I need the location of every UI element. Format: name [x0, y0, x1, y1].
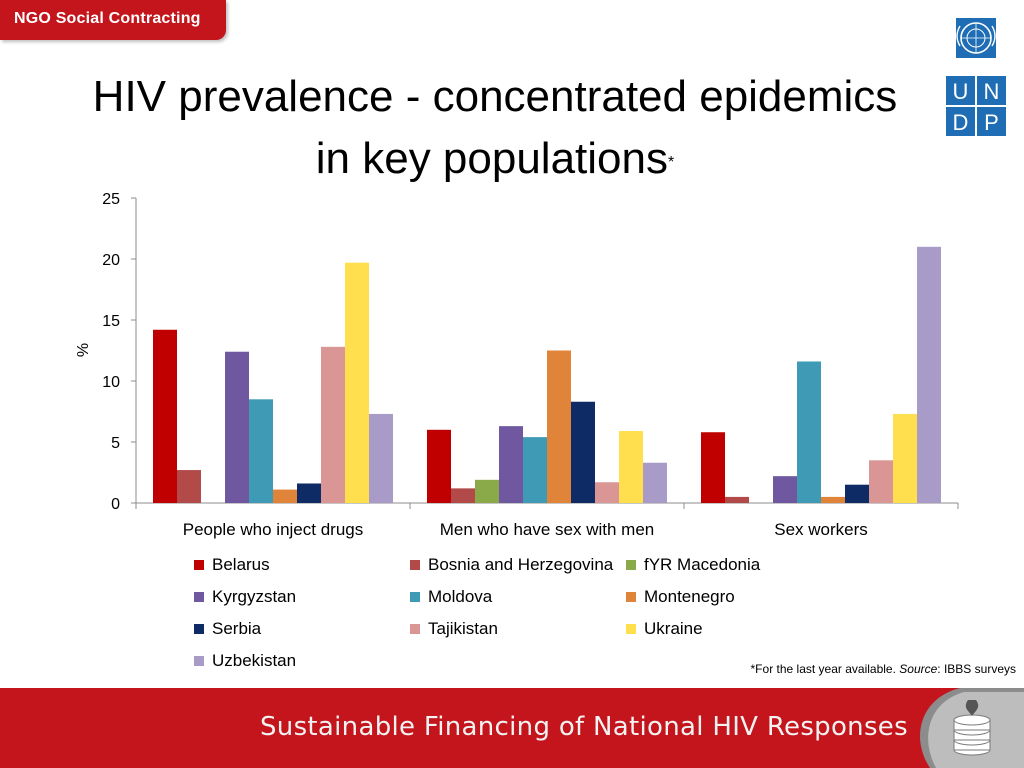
legend-label: Kyrgyzstan [212, 587, 297, 606]
bar-belarus-2 [427, 429, 451, 503]
bar-montenegro-2 [547, 350, 571, 503]
footnote-suffix: : IBBS surveys [937, 662, 1016, 676]
legend-swatch [194, 656, 204, 666]
bar-bosnia-and-herzegovina-1 [177, 470, 201, 503]
legend-item-uzbekistan: Uzbekistan [194, 648, 296, 674]
legend-item-bosnia-and-herzegovina: Bosnia and Herzegovina [410, 552, 613, 578]
slide-title-line-1: HIV prevalence - concentrated epidemics [92, 72, 898, 121]
legend-item-montenegro: Montenegro [626, 584, 735, 610]
footnote-source-label: Source [899, 662, 938, 676]
bar-uzbekistan-3 [917, 246, 941, 504]
logo-letter-d: D [953, 110, 969, 135]
bar-uzbekistan-1 [369, 413, 393, 503]
slide-title-line-2-text: in key populations [315, 134, 668, 183]
bar-tajikistan-2 [595, 482, 619, 503]
legend-swatch [626, 560, 636, 570]
legend-item-kyrgyzstan: Kyrgyzstan [194, 584, 296, 610]
bar-kyrgyzstan-2 [499, 426, 523, 503]
legend-swatch [194, 560, 204, 570]
un-emblem-icon [956, 18, 996, 58]
legend-label: Ukraine [644, 619, 703, 638]
legend-label: fYR Macedonia [644, 555, 761, 574]
header-tab-label: NGO Social Contracting [14, 10, 201, 27]
bar-uzbekistan-2 [643, 462, 667, 503]
chart-legend: Belarus Bosnia and Herzegovina fYR Macedon… [194, 552, 794, 682]
y-tick-label: 5 [111, 435, 120, 452]
bar-chart: 0 5 10 15 20 25% People who inject drugs Men wh… [75, 191, 959, 539]
bar-bosnia-and-herzegovina-3 [725, 496, 749, 503]
footer-text: Sustainable Financing of National HIV Re… [260, 712, 908, 742]
legend-swatch [410, 560, 420, 570]
slide-title: HIV prevalence - concentrated epidemics … [40, 66, 950, 190]
bar-serbia-1 [297, 483, 321, 503]
x-category-label: Men who have sex with men [440, 520, 655, 539]
bar-serbia-3 [845, 484, 869, 503]
y-tick-label: 10 [102, 374, 120, 391]
legend-swatch [626, 592, 636, 602]
legend-swatch [194, 624, 204, 634]
stacked-coins-ribbon-icon [920, 688, 1024, 768]
footer-bar: Sustainable Financing of National HIV Re… [0, 688, 1024, 768]
bar-ukraine-3 [893, 413, 917, 503]
legend-label: Serbia [212, 619, 262, 638]
undp-logo: U N D P [946, 18, 1006, 136]
legend-item-tajikistan: Tajikistan [410, 616, 498, 642]
bar-serbia-2 [571, 401, 595, 503]
chart-labels: 0 5 10 15 20 25% People who inject drugs Men wh… [75, 191, 868, 539]
bar-moldova-3 [797, 361, 821, 503]
legend-swatch [410, 592, 420, 602]
x-category-label: People who inject drugs [183, 520, 364, 539]
legend-item-moldova: Moldova [410, 584, 492, 610]
bar-fyr-macedonia-2 [475, 479, 499, 503]
source-footnote: *For the last year available. Source: IB… [734, 662, 1016, 676]
bar-montenegro-3 [821, 496, 845, 503]
y-tick-label: 25 [102, 191, 120, 208]
footnote-prefix: *For the last year available. [750, 662, 900, 676]
logo-letter-p: P [984, 110, 999, 135]
legend-item-serbia: Serbia [194, 616, 261, 642]
bar-montenegro-1 [273, 489, 297, 503]
logo-letter-u: U [953, 79, 969, 104]
legend-label: Bosnia and Herzegovina [428, 555, 614, 574]
bar-ukraine-2 [619, 431, 643, 503]
bar-kyrgyzstan-3 [773, 476, 797, 503]
legend-label: Montenegro [644, 587, 735, 606]
bar-tajikistan-1 [321, 346, 345, 503]
y-axis-label: % [75, 343, 92, 357]
y-tick-label: 20 [102, 252, 120, 269]
header-tab: NGO Social Contracting [0, 0, 226, 40]
legend-label: Belarus [212, 555, 270, 574]
legend-item-ukraine: Ukraine [626, 616, 703, 642]
y-tick-label: 0 [111, 496, 120, 513]
bar-belarus-1 [153, 329, 177, 503]
legend-item-fyr-macedonia: fYR Macedonia [626, 552, 760, 578]
legend-swatch [194, 592, 204, 602]
legend-label: Uzbekistan [212, 651, 297, 670]
bar-tajikistan-3 [869, 460, 893, 503]
y-tick-label: 15 [102, 313, 120, 330]
bar-moldova-1 [249, 399, 273, 503]
legend-label: Moldova [428, 587, 493, 606]
chart-bars [153, 246, 941, 504]
bar-bosnia-and-herzegovina-2 [451, 488, 475, 503]
bar-ukraine-1 [345, 262, 369, 503]
bar-belarus-3 [701, 432, 725, 503]
title-footnote-marker: * [668, 154, 675, 171]
legend-swatch [410, 624, 420, 634]
legend-label: Tajikistan [428, 619, 498, 638]
bar-kyrgyzstan-1 [225, 351, 249, 503]
logo-letter-n: N [984, 79, 1000, 104]
legend-swatch [626, 624, 636, 634]
bar-moldova-2 [523, 437, 547, 503]
x-category-label: Sex workers [774, 520, 868, 539]
legend-item-belarus: Belarus [194, 552, 270, 578]
slide-title-line-2: in key populations* [40, 128, 950, 190]
